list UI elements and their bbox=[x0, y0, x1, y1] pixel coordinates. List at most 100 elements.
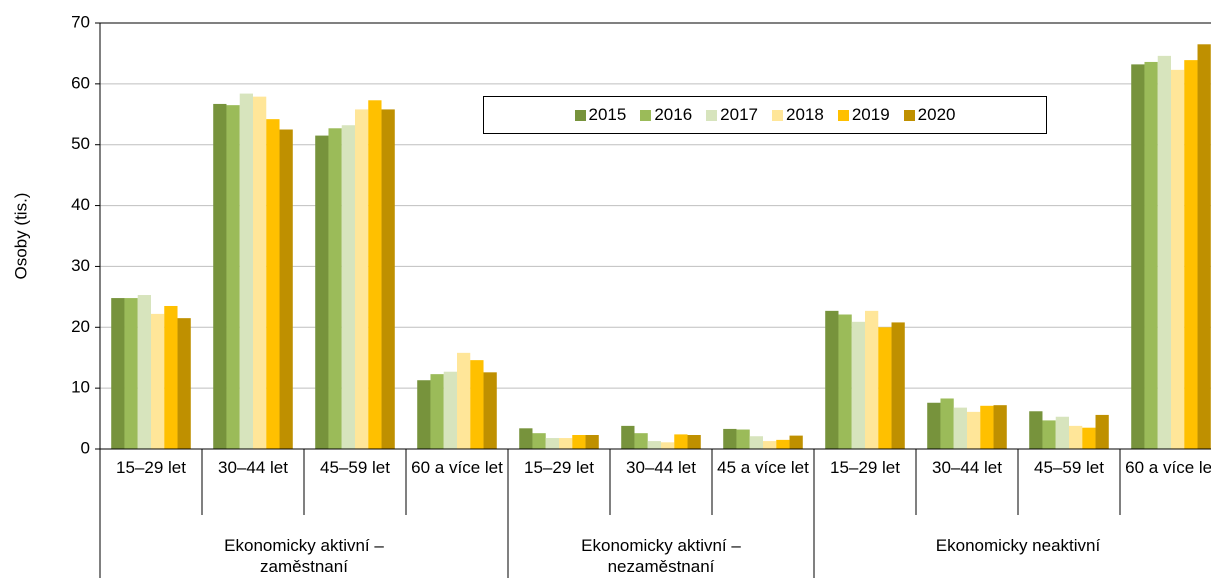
bar bbox=[355, 109, 369, 449]
bar bbox=[661, 442, 675, 449]
bar bbox=[381, 109, 395, 449]
bar bbox=[851, 321, 865, 449]
bar bbox=[1055, 416, 1069, 449]
bar bbox=[980, 405, 994, 449]
y-tick-label: 0 bbox=[81, 438, 90, 457]
bar bbox=[687, 435, 701, 449]
y-tick-label: 50 bbox=[71, 134, 90, 153]
bar bbox=[940, 398, 954, 449]
legend-swatch bbox=[706, 109, 718, 121]
bar bbox=[151, 313, 165, 449]
bar bbox=[559, 438, 573, 449]
bar bbox=[177, 318, 191, 449]
group-label: Ekonomicky aktivní – nezaměstnaní bbox=[581, 536, 741, 576]
bar bbox=[749, 436, 763, 449]
legend-label: 2019 bbox=[851, 105, 890, 124]
bar bbox=[266, 119, 280, 449]
y-tick-label: 30 bbox=[71, 256, 90, 275]
x-tick-label: 15–29 let bbox=[116, 458, 186, 477]
x-tick-label: 15–29 let bbox=[830, 458, 900, 477]
legend-swatch bbox=[837, 109, 849, 121]
x-tick-label: 45–59 let bbox=[1034, 458, 1104, 477]
bar bbox=[723, 428, 737, 449]
bar bbox=[213, 103, 227, 449]
legend-swatch bbox=[574, 109, 586, 121]
bar bbox=[878, 327, 892, 449]
x-tick-label: 60 a více let bbox=[411, 458, 503, 477]
bar bbox=[1042, 420, 1056, 449]
group-label: Ekonomicky neaktivní bbox=[935, 536, 1101, 555]
legend-item: 2015 bbox=[574, 105, 627, 125]
bar bbox=[776, 439, 790, 449]
bar bbox=[470, 360, 484, 449]
bar bbox=[927, 402, 941, 449]
bar bbox=[993, 405, 1007, 449]
bar bbox=[124, 298, 138, 449]
bar bbox=[111, 298, 125, 449]
bar bbox=[430, 374, 444, 449]
bar bbox=[572, 435, 586, 449]
bar bbox=[253, 96, 267, 449]
bar bbox=[545, 438, 559, 449]
legend-swatch bbox=[640, 109, 652, 121]
bar bbox=[315, 135, 329, 450]
x-tick-label: 30–44 let bbox=[626, 458, 696, 477]
legend-swatch bbox=[772, 109, 783, 121]
bar bbox=[1029, 411, 1043, 449]
legend-label: 2017 bbox=[720, 105, 758, 124]
bar bbox=[137, 295, 151, 449]
x-tick-label: 45 a více let bbox=[717, 458, 809, 477]
bar bbox=[239, 93, 253, 449]
bar bbox=[1095, 414, 1109, 449]
bar bbox=[417, 380, 431, 449]
group-label: Ekonomicky aktivní – zaměstnaní bbox=[224, 536, 384, 576]
legend-item: 2018 bbox=[772, 105, 824, 125]
bar bbox=[519, 428, 533, 449]
bar bbox=[634, 433, 648, 449]
legend-swatch bbox=[903, 109, 915, 121]
bar bbox=[647, 441, 661, 449]
bar bbox=[789, 435, 803, 449]
legend-item: 2020 bbox=[903, 105, 956, 125]
x-tick-label: 45–59 let bbox=[320, 458, 390, 477]
legend-label: 2018 bbox=[786, 105, 824, 124]
bar bbox=[457, 352, 471, 449]
bar bbox=[967, 411, 981, 449]
legend-label: 2020 bbox=[917, 105, 956, 124]
y-tick-label: 60 bbox=[71, 73, 90, 92]
bar bbox=[532, 433, 546, 449]
bar bbox=[585, 435, 599, 449]
bar bbox=[1157, 55, 1171, 450]
bar bbox=[341, 125, 355, 450]
x-tick-label: 60 a více let bbox=[1125, 458, 1211, 477]
bar bbox=[279, 129, 293, 449]
bar bbox=[891, 322, 905, 449]
legend-label: 2015 bbox=[588, 105, 627, 124]
bar bbox=[328, 128, 342, 450]
x-tick-label: 15–29 let bbox=[524, 458, 594, 477]
y-axis-label: Osoby (tis.) bbox=[11, 193, 30, 280]
y-tick-label: 70 bbox=[71, 12, 90, 31]
bar bbox=[763, 441, 777, 449]
bar bbox=[368, 100, 382, 449]
bar bbox=[1082, 427, 1096, 449]
y-tick-label: 20 bbox=[71, 317, 90, 336]
y-tick-label: 40 bbox=[71, 195, 90, 214]
bar bbox=[621, 425, 635, 449]
y-tick-label: 10 bbox=[71, 378, 90, 397]
legend: 2015 2016 2017 2018 2019 2020 bbox=[483, 96, 1047, 134]
legend-label: 2016 bbox=[654, 105, 693, 124]
bar bbox=[226, 105, 240, 450]
bar bbox=[1197, 44, 1211, 450]
bar bbox=[736, 429, 750, 449]
x-tick-label: 30–44 let bbox=[932, 458, 1002, 477]
legend-item: 2016 bbox=[640, 105, 692, 125]
bar bbox=[865, 310, 879, 449]
bar bbox=[164, 305, 178, 449]
bar bbox=[953, 407, 967, 449]
bar bbox=[838, 314, 852, 449]
bar bbox=[443, 371, 457, 449]
bar bbox=[1131, 64, 1145, 449]
